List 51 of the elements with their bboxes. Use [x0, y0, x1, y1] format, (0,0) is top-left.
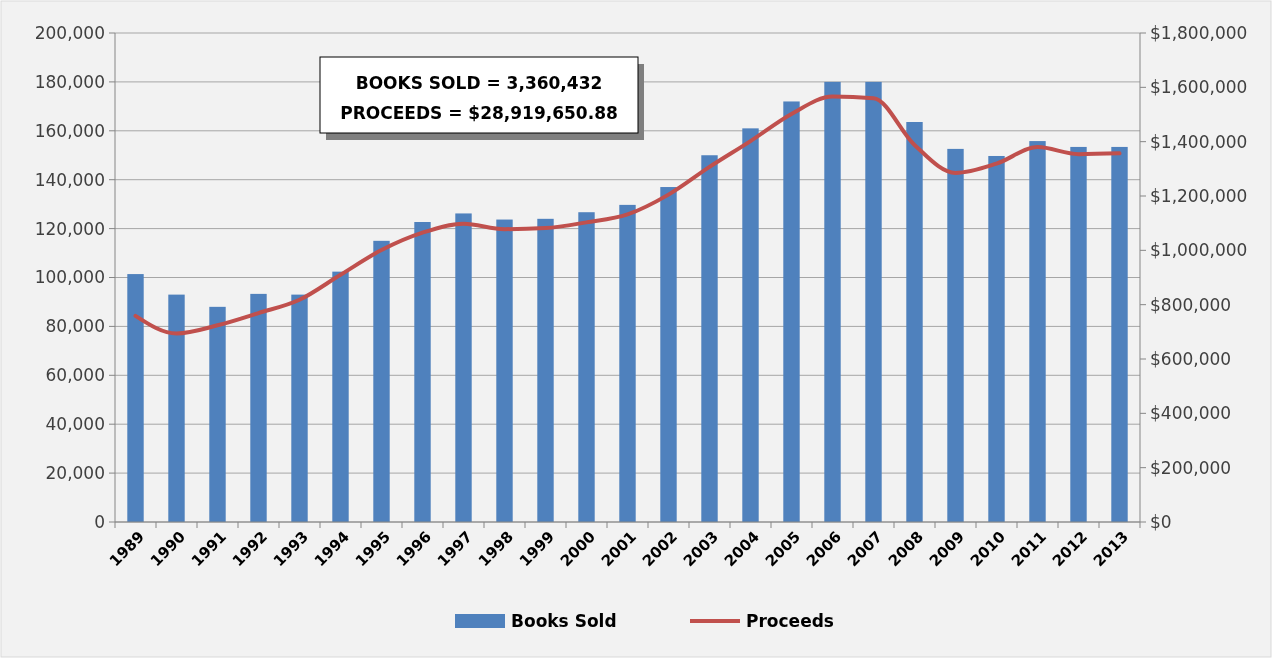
- y2-tick-label: $200,000: [1150, 457, 1232, 478]
- bar: [783, 101, 800, 522]
- bar: [947, 148, 964, 522]
- bar: [578, 212, 595, 522]
- bar: [824, 81, 841, 522]
- bar: [1111, 146, 1128, 522]
- line-series: [133, 94, 1122, 336]
- bar: [168, 294, 185, 522]
- bar: [537, 218, 554, 522]
- legend-label: Proceeds: [746, 610, 834, 631]
- bar: [619, 204, 636, 522]
- bar: [496, 219, 513, 522]
- bar: [291, 294, 308, 522]
- y2-tick-label: $600,000: [1150, 348, 1232, 369]
- y2-tick-label: $800,000: [1150, 294, 1232, 315]
- bar: [865, 81, 882, 522]
- y-tick-label: 180,000: [34, 71, 105, 92]
- bar: [250, 293, 267, 522]
- bar: [1029, 141, 1046, 522]
- bar: [701, 155, 718, 522]
- y2-tick-label: $1,600,000: [1150, 77, 1248, 98]
- y2-tick-label: $0: [1150, 511, 1172, 532]
- bar: [414, 222, 431, 522]
- y2-tick-label: $1,800,000: [1150, 22, 1248, 43]
- y2-tick-label: $400,000: [1150, 403, 1232, 424]
- annotation: BOOKS SOLD = 3,360,432: [355, 72, 603, 93]
- bar: [455, 213, 472, 522]
- bar: [988, 155, 1005, 522]
- y-tick-label: 100,000: [34, 267, 105, 288]
- y-tick-label: 80,000: [45, 316, 105, 337]
- bar: [1070, 146, 1087, 522]
- bar: [906, 122, 923, 522]
- y-tick-label: 20,000: [45, 463, 105, 484]
- y-tick-label: 60,000: [45, 365, 105, 386]
- legend-label: Books Sold: [511, 610, 617, 631]
- y-tick-label: 0: [94, 511, 105, 532]
- annotation: PROCEEDS = $28,919,650.88: [340, 102, 618, 123]
- y-tick-label: 200,000: [34, 22, 105, 43]
- y-tick-label: 140,000: [34, 169, 105, 190]
- y2-tick-label: $1,000,000: [1150, 240, 1248, 261]
- y2-tick-label: $1,400,000: [1150, 131, 1248, 152]
- y-tick-label: 120,000: [34, 218, 105, 239]
- bar: [127, 274, 144, 522]
- y-tick-label: 40,000: [45, 414, 105, 435]
- y-tick-label: 160,000: [34, 120, 105, 141]
- bar: [209, 306, 226, 522]
- bar: [660, 187, 677, 522]
- bar: [373, 240, 390, 522]
- y2-tick-label: $1,200,000: [1150, 185, 1248, 206]
- bar: [332, 271, 349, 522]
- bar: [742, 128, 759, 522]
